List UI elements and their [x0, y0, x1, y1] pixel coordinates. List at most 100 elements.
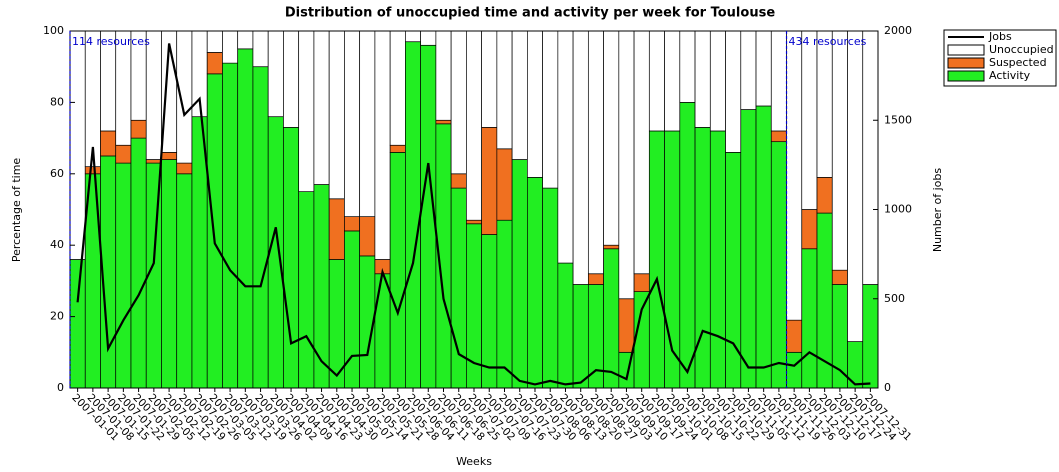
- bar-segment: [466, 219, 482, 225]
- chart-title: Distribution of unoccupied time and acti…: [285, 6, 775, 21]
- bar-segment: [725, 30, 742, 153]
- bar-segment: [359, 30, 376, 217]
- bar-segment: [405, 41, 421, 389]
- bar-segment: [740, 30, 757, 110]
- y-tick-label: 40: [50, 238, 64, 251]
- bar-segment: [69, 259, 86, 389]
- y-tick-label: 100: [43, 24, 64, 37]
- bar-segment: [801, 248, 818, 389]
- bar-segment: [587, 284, 604, 389]
- y2-tick-label: 1500: [884, 113, 912, 126]
- legend-swatch: [947, 57, 985, 69]
- bar-segment: [344, 30, 361, 217]
- bar-segment: [206, 52, 223, 75]
- bar-segment: [450, 173, 467, 189]
- bar-segment: [176, 162, 193, 175]
- bar-segment: [222, 62, 239, 389]
- bar-segment: [847, 30, 864, 342]
- bar-segment: [770, 141, 787, 389]
- bar-segment: [374, 273, 391, 389]
- bar-segment: [115, 144, 132, 164]
- bar-segment: [145, 159, 162, 164]
- bar-segment: [145, 30, 162, 160]
- bar-segment: [511, 159, 528, 389]
- y2-tick-label: 1000: [884, 203, 912, 216]
- bar-segment: [694, 30, 711, 128]
- bar-segment: [344, 216, 361, 232]
- bar-segment: [283, 30, 300, 128]
- bar-segment: [176, 30, 193, 164]
- bar-segment: [222, 30, 239, 64]
- bar-segment: [648, 130, 665, 389]
- bar-segment: [405, 30, 421, 43]
- y-axis-label: Percentage of time: [10, 158, 23, 263]
- bar-segment: [130, 119, 147, 139]
- bar-segment: [130, 137, 147, 389]
- bar-segment: [511, 30, 528, 160]
- legend-label: Suspected: [989, 56, 1047, 69]
- bar-segment: [542, 187, 559, 389]
- legend-label: Unoccupied: [989, 43, 1054, 56]
- legend-label: Jobs: [988, 30, 1012, 43]
- bar-segment: [786, 30, 803, 321]
- bar-segment: [328, 30, 345, 200]
- y2-axis-label: Number of jobs: [931, 168, 944, 253]
- bar-segment: [633, 273, 650, 292]
- bar-segment: [587, 30, 604, 275]
- x-axis-label: Weeks: [456, 455, 492, 468]
- bar-segment: [542, 30, 559, 189]
- bar-segment: [557, 30, 574, 264]
- bar-segment: [572, 284, 589, 389]
- bar-segment: [161, 152, 178, 160]
- bar-segment: [176, 173, 193, 389]
- bar-segment: [709, 30, 726, 132]
- bar-segment: [862, 30, 879, 285]
- y2-tick-label: 2000: [884, 24, 912, 37]
- bar-segment: [313, 30, 330, 185]
- bar-segment: [786, 319, 803, 353]
- bar-segment: [816, 177, 833, 214]
- bar-segment: [587, 273, 604, 285]
- bar-segment: [298, 30, 315, 192]
- bar-segment: [481, 127, 498, 235]
- bar-segment: [527, 30, 543, 178]
- bar-segment: [633, 291, 650, 389]
- bar-segment: [496, 148, 513, 221]
- bar-segment: [664, 30, 681, 132]
- line-series: [76, 43, 871, 386]
- bar-segment: [679, 30, 696, 103]
- bar-segment: [283, 127, 300, 389]
- bar-segment: [481, 30, 498, 128]
- bar-segment: [389, 144, 406, 153]
- bar-segment: [84, 30, 101, 168]
- bar-segment: [603, 248, 620, 389]
- bar-segment: [84, 166, 101, 175]
- bar-segment: [206, 73, 223, 389]
- bar-segment: [603, 244, 620, 250]
- bar-segment: [359, 216, 376, 257]
- bar-segment: [755, 30, 772, 107]
- legend-swatch: [947, 70, 985, 82]
- bar-segment: [770, 130, 787, 143]
- bar-segment: [603, 30, 620, 246]
- bar-segment: [770, 30, 787, 132]
- bar-segment: [435, 119, 452, 125]
- bar-segment: [466, 30, 482, 221]
- bar-segment: [618, 298, 635, 353]
- bar-segment: [847, 341, 864, 389]
- bar-segment: [420, 30, 437, 46]
- bar-segment: [816, 30, 833, 178]
- bar-segment: [252, 30, 269, 68]
- bar-segment: [694, 127, 711, 389]
- bar-segment: [237, 30, 254, 50]
- bar-segment: [374, 30, 391, 260]
- bar-segment: [298, 191, 315, 389]
- bar-segment: [527, 177, 543, 389]
- y-tick-label: 0: [57, 381, 64, 394]
- y-tick-label: 80: [50, 95, 64, 108]
- y-tick-label: 20: [50, 310, 64, 323]
- bar-segment: [709, 130, 726, 389]
- bar-segment: [389, 152, 406, 389]
